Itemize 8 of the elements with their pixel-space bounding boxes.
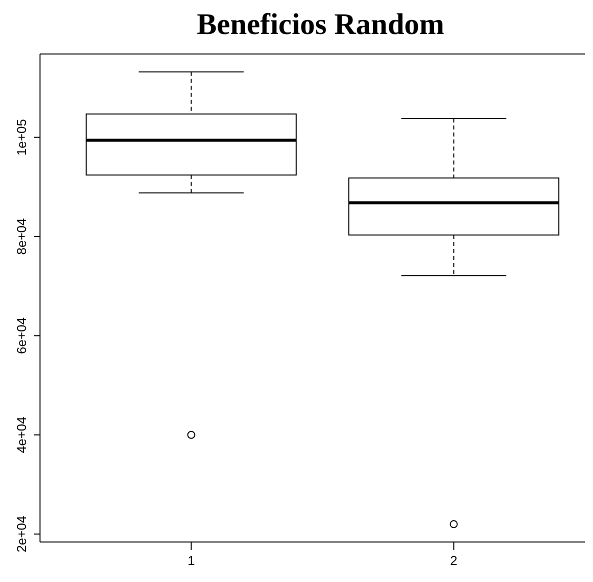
y-tick-label: 6e+04 xyxy=(14,317,29,354)
x-tick-label: 2 xyxy=(450,553,458,568)
y-tick-label: 8e+04 xyxy=(14,218,29,255)
x-tick-label: 1 xyxy=(188,553,195,568)
y-tick-label: 1e+05 xyxy=(14,119,29,156)
y-tick-label: 2e+04 xyxy=(14,516,29,552)
y-tick-label: 4e+04 xyxy=(14,416,29,454)
chart-title: Beneficios Random xyxy=(196,8,446,43)
